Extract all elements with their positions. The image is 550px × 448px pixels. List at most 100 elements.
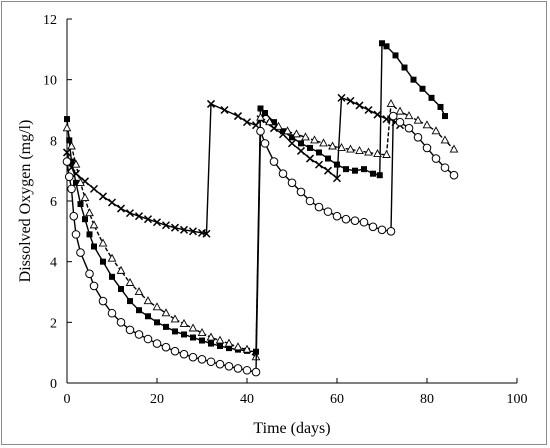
data-point-square [226, 345, 232, 352]
data-point-x [202, 229, 211, 238]
series-triangle [62, 98, 459, 361]
data-point-circle [388, 111, 398, 121]
data-point-circle [278, 169, 288, 178]
data-point-circle [134, 330, 144, 339]
data-point-circle [350, 216, 360, 226]
data-point-triangle [283, 126, 292, 135]
y-tick-label: 2 [50, 316, 57, 331]
data-point-circle [125, 325, 135, 335]
data-point-triangle [242, 344, 252, 353]
data-point-circle [413, 133, 423, 142]
data-point-square [208, 340, 214, 347]
data-point-triangle [337, 142, 346, 151]
data-point-x [233, 112, 243, 121]
data-point-circle [85, 269, 94, 279]
data-point-circle [368, 222, 378, 232]
data-point-square [127, 298, 133, 305]
data-point-circle [341, 214, 351, 224]
data-point-x [188, 227, 198, 236]
data-point-triangle [125, 277, 135, 286]
data-point-square [199, 337, 205, 344]
data-point-triangle [89, 220, 99, 229]
data-point-circle [422, 143, 432, 153]
data-point-circle [170, 346, 180, 356]
data-point-triangle [161, 308, 171, 317]
data-point-circle [76, 248, 85, 257]
data-point-triangle [80, 193, 90, 202]
data-point-square [77, 201, 84, 208]
data-point-circle [359, 217, 369, 227]
data-point-circle [251, 367, 261, 377]
data-point-x [355, 101, 364, 110]
series-line-x [66, 96, 401, 235]
data-point-square [437, 103, 444, 110]
data-point-circle [256, 126, 265, 136]
data-point-square [82, 216, 88, 223]
y-tick-label: 4 [50, 256, 57, 271]
data-point-square [86, 231, 93, 238]
data-point-square [442, 113, 448, 120]
series-x [62, 93, 405, 238]
data-point-square [316, 149, 322, 156]
data-point-circle [332, 211, 342, 221]
data-point-circle [69, 211, 79, 221]
x-tick-label: 60 [330, 392, 344, 407]
data-point-square [280, 128, 286, 135]
data-point-x [287, 139, 297, 148]
data-point-triangle [116, 265, 126, 274]
data-point-x [206, 99, 216, 108]
data-point-triangle [440, 135, 450, 144]
data-point-square [343, 166, 349, 173]
data-point-square [352, 167, 358, 174]
data-point-triangle [107, 253, 117, 262]
data-point-x [62, 148, 72, 157]
data-point-circle [386, 227, 396, 236]
data-point-triangle [422, 120, 432, 129]
data-point-triangle [274, 121, 283, 130]
data-point-circle [197, 355, 207, 364]
data-point-square [419, 85, 426, 92]
data-point-x [242, 118, 252, 127]
data-point-square [298, 140, 304, 147]
data-point-triangle [224, 338, 234, 347]
data-point-square [370, 170, 376, 177]
data-point-square [428, 94, 435, 101]
data-point-triangle [449, 144, 459, 153]
data-point-square [181, 331, 187, 338]
data-point-x [89, 184, 99, 193]
data-point-square [361, 166, 367, 173]
data-point-circle [179, 349, 189, 359]
data-point-circle [116, 318, 126, 327]
data-point-circle [440, 163, 450, 172]
data-point-square [383, 43, 390, 50]
data-point-x [337, 93, 346, 102]
data-point-triangle [319, 138, 328, 147]
data-point-circle [188, 352, 198, 362]
x-axis-label: Time (days) [253, 420, 330, 437]
data-point-x [251, 121, 261, 130]
series-line-square [66, 41, 446, 353]
data-point-circle [296, 187, 306, 197]
data-point-circle [64, 172, 74, 182]
data-point-triangle [67, 141, 76, 150]
data-point-x [332, 174, 342, 183]
data-point-triangle [395, 106, 405, 115]
data-point-square [118, 285, 124, 292]
data-point-square [217, 342, 223, 349]
data-point-triangle [404, 111, 414, 120]
data-point-triangle [98, 238, 108, 247]
data-point-triangle [197, 328, 207, 336]
data-point-circle [287, 178, 297, 188]
y-tick-label: 0 [50, 377, 57, 392]
data-point-x [152, 218, 162, 227]
data-point-square [172, 328, 178, 335]
data-point-x [125, 209, 135, 218]
data-point-triangle [233, 342, 243, 351]
data-point-square [392, 52, 399, 59]
data-point-triangle [373, 149, 382, 158]
y-axis-label: Dissolved Oxygen (mg/l) [17, 120, 34, 283]
data-point-circle [161, 342, 171, 352]
data-point-triangle [170, 314, 180, 323]
data-point-circle [71, 230, 81, 239]
data-point-triangle [71, 159, 81, 168]
